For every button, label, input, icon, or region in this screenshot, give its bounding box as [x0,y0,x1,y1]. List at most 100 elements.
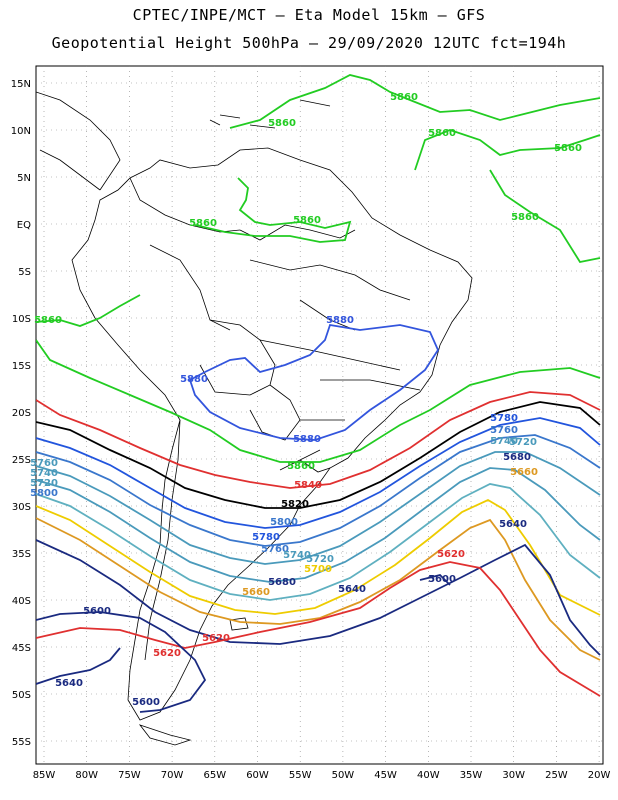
contour-value-label: 5740 [30,468,58,479]
longitude-tick-label: 30W [502,770,525,781]
contour-5600-south [419,574,451,586]
contour-value-label: 5760 [261,544,289,555]
contour-5820 [36,401,601,509]
contour-value-label: 5660 [242,587,270,598]
longitude-tick-label: 75W [118,770,141,781]
contour-value-label: 5720 [509,437,537,448]
longitude-tick-label: 40W [417,770,440,781]
latitude-tick-label: 25S [12,455,31,466]
longitude-tick-label: 50W [332,770,355,781]
contour-value-label: 5880 [293,434,321,445]
longitude-axis: 85W 80W 75W 70W 65W 60W 55W 50W 45W 40W 35W 30W 25W 2… [33,770,611,781]
border-peru-brazil [149,244,231,331]
latitude-tick-label: 30S [12,502,31,513]
contour-value-label: 5680 [268,577,296,588]
contour-5860-east [489,169,601,264]
contours [36,74,601,713]
contour-value-label: 5600 [428,574,456,585]
latitude-tick-label: EQ [17,220,31,231]
tierra-del-fuego [138,724,192,746]
contour-value-label: 5860 [287,461,315,472]
contour-5860-north [229,74,601,129]
contour-value-label: 5800 [270,517,298,528]
central-america [36,91,121,191]
caribbean-islands [209,99,331,129]
contour-value-label: 5760 [490,425,518,436]
latitude-tick-label: 5N [17,173,31,184]
contour-value-label: 5880 [326,315,354,326]
malvinas [229,617,249,631]
contour-5600 [36,611,207,713]
contour-5840 [36,391,601,489]
map-title: CPTEC/INPE/MCT – Eta Model 15km – GFS [132,6,486,24]
contour-5740 [36,467,601,583]
border-paraguay [249,384,301,441]
latitude-tick-label: 5S [18,267,31,278]
contour-value-label: 5640 [499,519,527,530]
latitude-tick-label: 45S [12,643,31,654]
contour-value-label: 5880 [180,374,208,385]
longitude-tick-label: 60W [246,770,269,781]
contour-5700 [36,498,601,616]
latitude-tick-label: 40S [12,596,31,607]
contour-5780 [36,434,601,547]
contour-value-label: 5860 [189,218,217,229]
contour-5640 [36,539,601,656]
contour-value-label: 5860 [293,215,321,226]
contour-labels: 5860 5860 5860 5860 5860 5860 5860 5860 5880 5880… [30,92,582,708]
contour-value-label: 5860 [34,315,62,326]
latitude-tick-label: 15N [11,79,31,90]
latitude-tick-label: 15S [12,361,31,372]
contour-value-label: 5720 [30,478,58,489]
longitude-tick-label: 35W [460,770,483,781]
latitude-tick-label: 35S [12,549,31,560]
longitude-tick-label: 65W [203,770,226,781]
latitude-tick-label: 10N [11,126,31,137]
contour-value-label: 5600 [132,697,160,708]
contour-value-label: 5640 [55,678,83,689]
map-frame [35,65,604,765]
contour-5860-ne [414,129,601,171]
brazil-states [249,259,421,471]
contour-value-label: 5620 [153,648,181,659]
longitude-tick-label: 45W [374,770,397,781]
contour-value-label: 5780 [252,532,280,543]
latitude-tick-label: 20S [12,408,31,419]
contour-5880-brazil [188,323,440,441]
contour-value-label: 5860 [268,118,296,129]
contour-value-label: 5860 [428,128,456,139]
contour-value-label: 5780 [490,413,518,424]
contour-value-label: 5740 [490,436,518,447]
contour-value-label: 5720 [306,554,334,565]
latitude-tick-label: 55S [12,737,31,748]
south-america-coastline [71,147,473,721]
contour-value-label: 5860 [554,143,582,154]
map-subtitle: Geopotential Height 500hPa – 29/09/2020 … [51,34,567,52]
latitude-tick-label: 50S [12,690,31,701]
contour-5620 [36,561,601,697]
contour-value-label: 5700 [304,564,332,575]
contour-value-label: 5760 [30,458,58,469]
contour-value-label: 5860 [511,212,539,223]
contour-5860-south [36,339,601,463]
longitude-tick-label: 80W [75,770,98,781]
contour-5760 [36,451,601,565]
contour-value-label: 5680 [503,452,531,463]
contour-value-label: 5740 [283,550,311,561]
latitude-tick-label: 10S [12,314,31,325]
contour-5800 [36,417,601,529]
border-brazil-north [239,224,356,241]
contour-value-label: 5860 [390,92,418,103]
latitude-axis: 15N 10N 5N EQ 5S 10S 15S 20S 25S 30S 35S 40S 45S 50S 5… [11,79,31,748]
contour-5860-west [36,294,141,327]
longitude-tick-label: 55W [289,770,312,781]
border-bolivia [199,319,276,396]
contour-value-label: 5620 [202,633,230,644]
longitude-tick-label: 85W [33,770,56,781]
contour-value-label: 5800 [30,488,58,499]
contour-value-label: 5620 [437,549,465,560]
longitude-tick-label: 70W [161,770,184,781]
contour-value-label: 5660 [510,467,538,478]
contour-5680 [36,517,601,661]
